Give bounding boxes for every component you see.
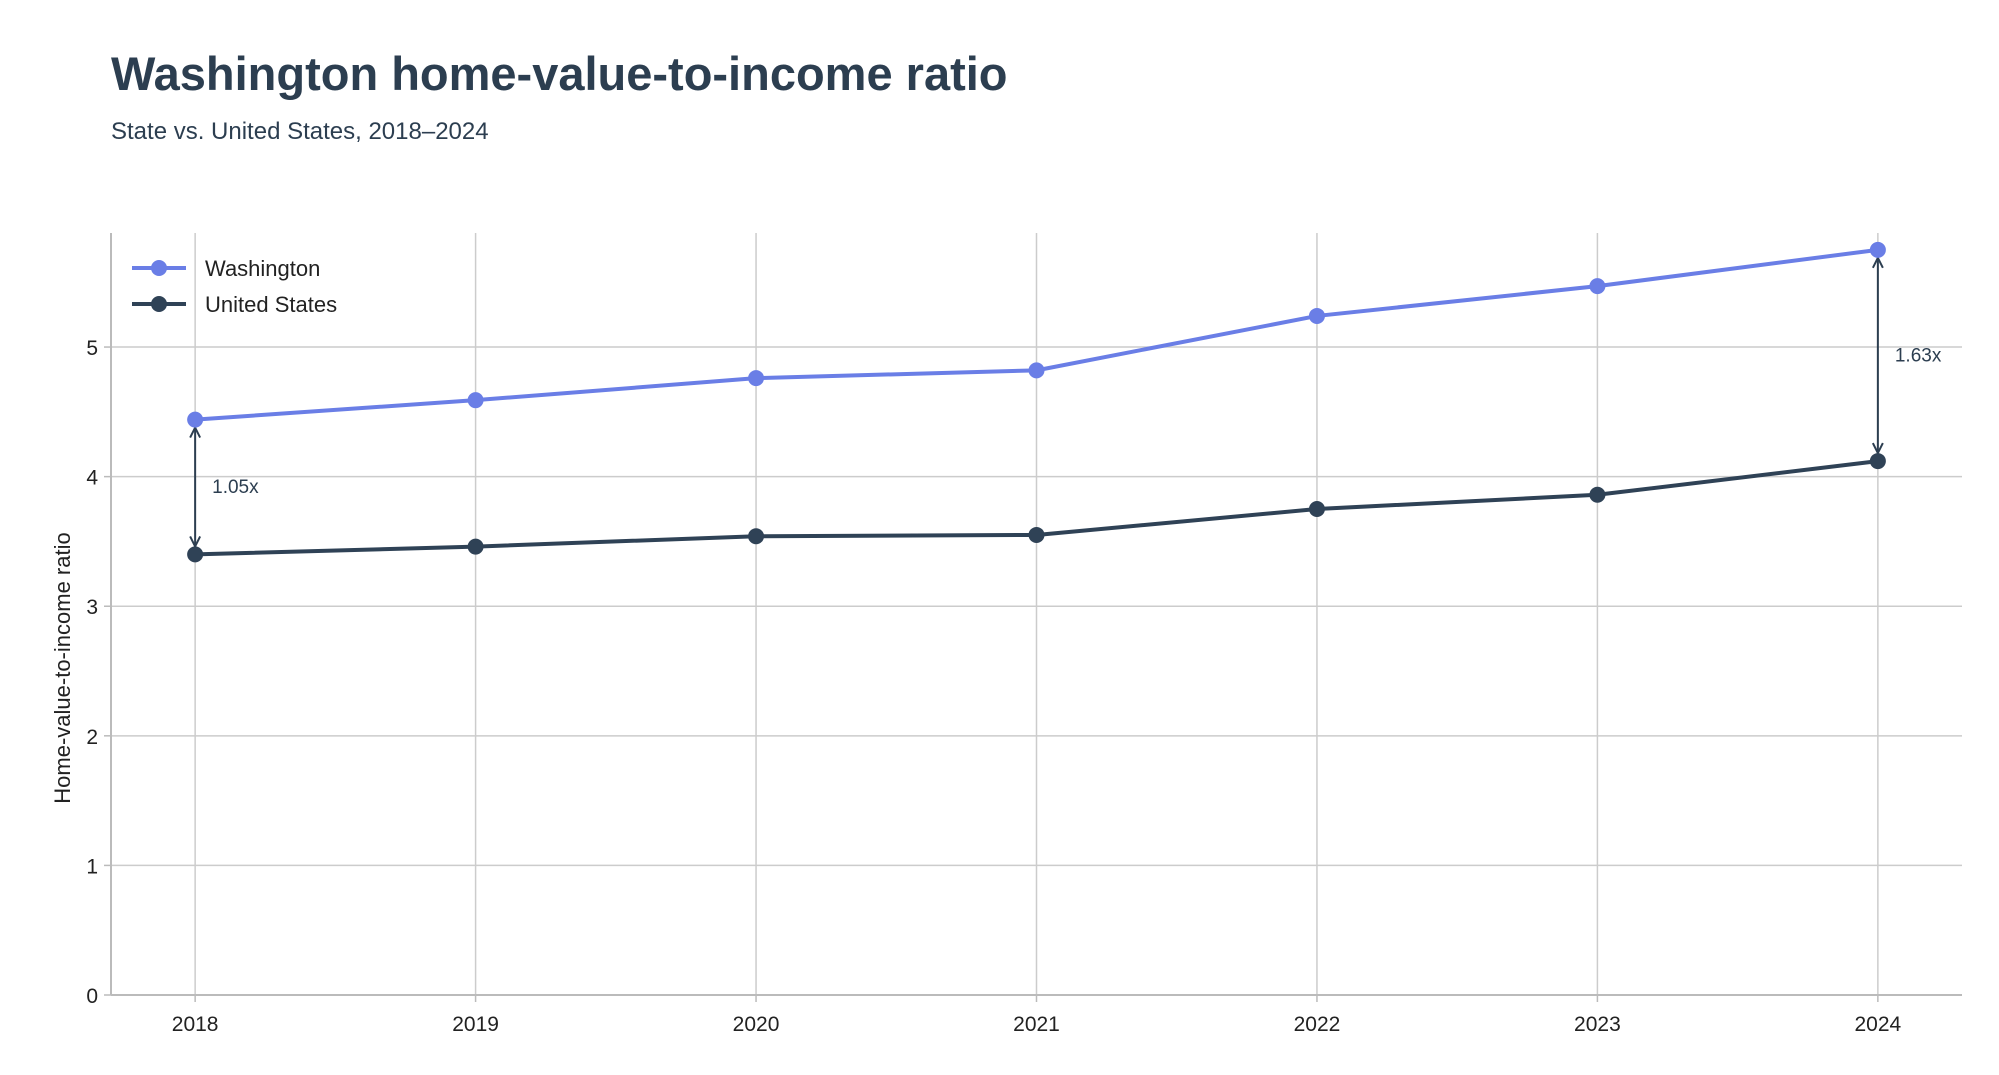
data-point-united-states-2023 — [1589, 486, 1606, 503]
series-washington — [187, 241, 1886, 428]
legend-marker-united-states — [151, 296, 167, 312]
data-point-united-states-2018 — [187, 546, 204, 563]
data-point-united-states-2019 — [467, 538, 484, 555]
data-point-washington-2021 — [1028, 362, 1045, 379]
data-point-washington-2019 — [467, 392, 484, 409]
legend-label-united-states: United States — [205, 292, 337, 317]
data-point-united-states-2021 — [1028, 526, 1045, 543]
series-group — [187, 241, 1886, 563]
y-tick-label-2: 2 — [86, 726, 98, 749]
data-point-washington-2024 — [1869, 241, 1886, 258]
data-point-united-states-2024 — [1869, 453, 1886, 470]
chart-title: Washington home-value-to-income ratio — [111, 47, 1008, 100]
x-tick-label-2024: 2024 — [1855, 1013, 1902, 1036]
y-tick-label-3: 3 — [86, 596, 98, 619]
x-tick-label-2022: 2022 — [1294, 1013, 1341, 1036]
legend-label-washington: Washington — [205, 256, 320, 281]
data-point-washington-2018 — [187, 411, 204, 428]
x-tick-label-2021: 2021 — [1013, 1013, 1060, 1036]
data-point-washington-2020 — [748, 370, 765, 387]
legend-item-united-states: United States — [132, 292, 337, 317]
y-axis-label: Home-value-to-income ratio — [50, 532, 75, 803]
y-tick-label-5: 5 — [86, 337, 98, 360]
data-point-washington-2022 — [1308, 307, 1325, 324]
legend-item-washington: Washington — [132, 256, 320, 281]
data-point-united-states-2022 — [1308, 501, 1325, 518]
data-point-washington-2023 — [1589, 278, 1606, 295]
annotation-label-2018: 1.05x — [212, 477, 259, 498]
x-tick-label-2020: 2020 — [733, 1013, 780, 1036]
x-tick-label-2018: 2018 — [172, 1013, 219, 1036]
annotation-label-2024: 1.63x — [1895, 345, 1942, 366]
x-tick-label-2019: 2019 — [452, 1013, 499, 1036]
y-tick-label-4: 4 — [86, 467, 98, 490]
series-united-states — [187, 453, 1886, 563]
legend-marker-washington — [151, 260, 167, 276]
x-tick-label-2023: 2023 — [1574, 1013, 1621, 1036]
annotations: 1.05x 1.63x — [195, 258, 1942, 547]
data-point-united-states-2020 — [748, 528, 765, 545]
legend: Washington United States — [132, 256, 337, 317]
axes — [104, 233, 1962, 1002]
chart-subtitle: State vs. United States, 2018–2024 — [111, 118, 489, 145]
y-tick-label-1: 1 — [86, 855, 98, 878]
grid-lines — [111, 233, 1962, 995]
y-tick-label-0: 0 — [86, 985, 98, 1008]
tick-labels: 2018 2019 2020 2021 2022 2023 2024 0 1 2 3 4 5 — [86, 337, 1901, 1036]
